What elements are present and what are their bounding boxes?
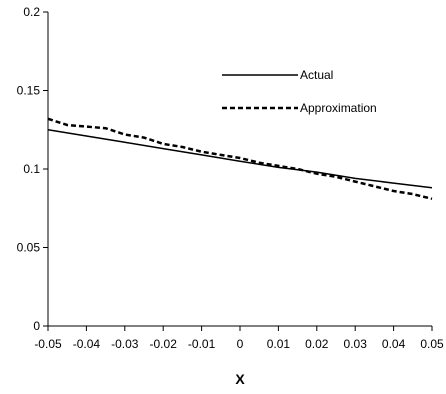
x-tick-label: -0.04	[73, 337, 101, 351]
x-axis-ticks: -0.05 -0.04 -0.03 -0.02 -0.01 0 0.01 0.02 0.03 0.…	[34, 326, 444, 351]
x-tick-label: -0.02	[150, 337, 178, 351]
y-tick-label: 0.2	[23, 5, 40, 19]
legend: Actual Approximation	[222, 68, 377, 115]
y-tick-label: 0.05	[17, 241, 41, 255]
x-tick-label: -0.05	[34, 337, 62, 351]
y-axis-ticks: 0 0.05 0.1 0.15 0.2	[17, 5, 48, 333]
x-tick-label: 0.05	[420, 337, 444, 351]
x-tick-label: 0.04	[382, 337, 406, 351]
legend-label: Approximation	[300, 101, 377, 115]
x-tick-label: 0.03	[344, 337, 368, 351]
series-layer	[47, 117, 433, 201]
axes	[47, 12, 432, 327]
y-tick-label: 0.1	[23, 162, 40, 176]
x-tick-label: 0	[237, 337, 244, 351]
y-tick-label: 0	[33, 319, 40, 333]
legend-label: Actual	[300, 68, 333, 82]
x-tick-label: -0.03	[111, 337, 139, 351]
series-line-approximation	[47, 117, 433, 201]
x-tick-label: 0.01	[267, 337, 291, 351]
series-line-actual	[47, 129, 433, 189]
x-axis-title: X	[235, 371, 245, 387]
y-tick-label: 0.15	[17, 84, 41, 98]
x-tick-label: -0.01	[188, 337, 216, 351]
x-tick-label: 0.02	[305, 337, 329, 351]
